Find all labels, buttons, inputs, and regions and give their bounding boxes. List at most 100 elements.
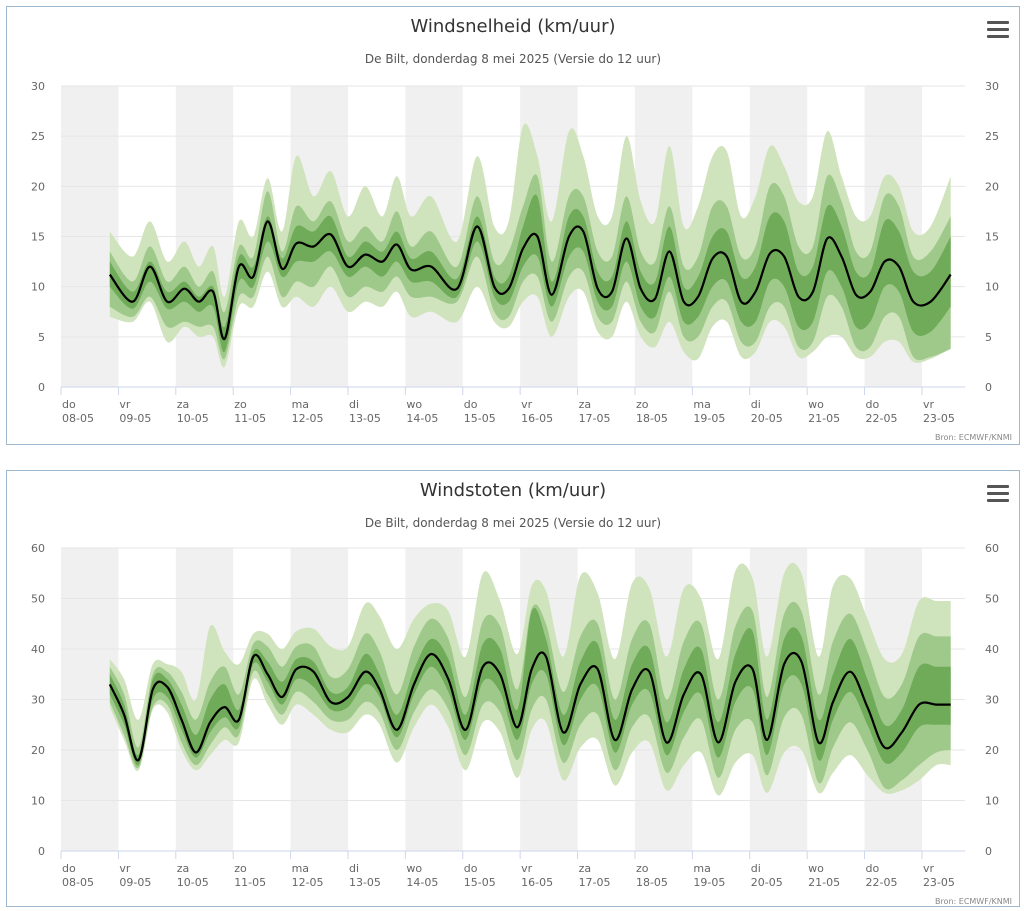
source-credit[interactable]: Bron: ECMWF/KNMI [935, 433, 1012, 442]
y-tick-label-right: 5 [985, 331, 992, 344]
y-tick-label: 10 [31, 795, 45, 808]
y-tick-label: 60 [31, 542, 45, 555]
x-tick-date: 17-05 [579, 412, 611, 425]
x-tick-date: 13-05 [349, 412, 381, 425]
x-tick-day: di [751, 862, 761, 875]
x-tick-date: 09-05 [119, 412, 151, 425]
x-tick-date: 16-05 [521, 876, 553, 889]
x-tick-date: 17-05 [579, 876, 611, 889]
x-tick-day: ma [693, 862, 710, 875]
x-tick-date: 15-05 [464, 876, 496, 889]
y-tick-label: 0 [38, 845, 45, 858]
y-tick-label-right: 60 [985, 542, 999, 555]
x-tick-day: zo [636, 862, 649, 875]
y-tick-label-right: 10 [985, 795, 999, 808]
x-tick-date: 23-05 [923, 876, 955, 889]
band-inner [109, 194, 951, 353]
x-tick-date: 10-05 [177, 876, 209, 889]
y-tick-label-right: 10 [985, 281, 999, 294]
x-tick-day: ma [292, 862, 309, 875]
y-tick-label-right: 25 [985, 130, 999, 143]
y-tick-label-right: 20 [985, 744, 999, 757]
y-tick-label: 20 [31, 744, 45, 757]
x-tick-date: 19-05 [693, 412, 725, 425]
x-tick-date: 22-05 [866, 876, 898, 889]
y-tick-label: 10 [31, 281, 45, 294]
x-tick-day: ma [693, 398, 710, 411]
x-tick-date: 16-05 [521, 412, 553, 425]
y-tick-label: 50 [31, 593, 45, 606]
x-tick-date: 11-05 [234, 412, 266, 425]
y-tick-label: 40 [31, 643, 45, 656]
x-tick-date: 12-05 [292, 412, 324, 425]
x-tick-day: do [464, 398, 478, 411]
x-tick-date: 20-05 [751, 876, 783, 889]
chart-title: Windsnelheid (km/uur) [410, 16, 615, 37]
windsnelheid-chart-panel: 0 0 5 5 10 10 15 15 20 20 25 25 30 30 do 08-05 vr 09-05 za… [6, 6, 1020, 445]
x-tick-day: do [464, 862, 478, 875]
x-tick-date: 11-05 [234, 876, 266, 889]
median-line [108, 220, 952, 340]
x-tick-date: 09-05 [119, 876, 151, 889]
y-tick-label-right: 20 [985, 180, 999, 193]
y-tick-label-right: 50 [985, 593, 999, 606]
x-tick-date: 15-05 [464, 412, 496, 425]
x-tick-day: di [349, 398, 359, 411]
y-tick-label: 0 [38, 381, 45, 394]
x-tick-date: 19-05 [693, 876, 725, 889]
x-tick-day: wo [406, 862, 422, 875]
x-tick-day: vr [923, 862, 935, 875]
y-tick-label-right: 30 [985, 80, 999, 93]
x-tick-day: za [579, 862, 592, 875]
x-tick-day: wo [808, 862, 824, 875]
x-tick-day: vr [119, 862, 131, 875]
x-tick-day: zo [636, 398, 649, 411]
x-tick-date: 22-05 [866, 412, 898, 425]
x-tick-day: za [177, 862, 190, 875]
y-tick-label-right: 0 [985, 845, 992, 858]
x-tick-day: do [62, 862, 76, 875]
x-tick-day: vr [923, 398, 935, 411]
x-tick-day: za [579, 398, 592, 411]
x-tick-date: 14-05 [406, 412, 438, 425]
x-tick-day: di [349, 862, 359, 875]
x-tick-day: wo [808, 398, 824, 411]
y-tick-label-right: 30 [985, 694, 999, 707]
y-tick-label-right: 15 [985, 231, 999, 244]
chart-subtitle: De Bilt, donderdag 8 mei 2025 (Versie do… [365, 52, 661, 66]
y-tick-label: 15 [31, 231, 45, 244]
y-tick-label: 25 [31, 130, 45, 143]
x-tick-date: 18-05 [636, 412, 668, 425]
x-tick-date: 10-05 [177, 412, 209, 425]
x-tick-day: zo [234, 398, 247, 411]
x-tick-date: 14-05 [406, 876, 438, 889]
hamburger-menu-icon[interactable] [987, 21, 1009, 39]
chart-title: Windstoten (km/uur) [420, 480, 606, 501]
y-tick-label: 5 [38, 331, 45, 344]
x-tick-date: 08-05 [62, 876, 94, 889]
x-tick-date: 23-05 [923, 412, 955, 425]
x-tick-day: vr [521, 862, 533, 875]
x-tick-date: 12-05 [292, 876, 324, 889]
median-line [108, 651, 951, 762]
x-tick-date: 20-05 [751, 412, 783, 425]
x-tick-day: vr [521, 398, 533, 411]
band-inner [109, 607, 951, 766]
y-tick-label-right: 0 [985, 381, 992, 394]
x-tick-day: do [866, 398, 880, 411]
hamburger-menu-icon[interactable] [987, 485, 1009, 503]
x-tick-date: 21-05 [808, 412, 840, 425]
x-tick-date: 18-05 [636, 876, 668, 889]
x-tick-day: za [177, 398, 190, 411]
x-tick-date: 21-05 [808, 876, 840, 889]
x-tick-date: 08-05 [62, 412, 94, 425]
x-tick-date: 13-05 [349, 876, 381, 889]
x-tick-day: vr [119, 398, 131, 411]
x-tick-day: di [751, 398, 761, 411]
source-credit[interactable]: Bron: ECMWF/KNMI [935, 897, 1012, 906]
x-tick-day: do [62, 398, 76, 411]
x-tick-day: do [866, 862, 880, 875]
y-tick-label-right: 40 [985, 643, 999, 656]
